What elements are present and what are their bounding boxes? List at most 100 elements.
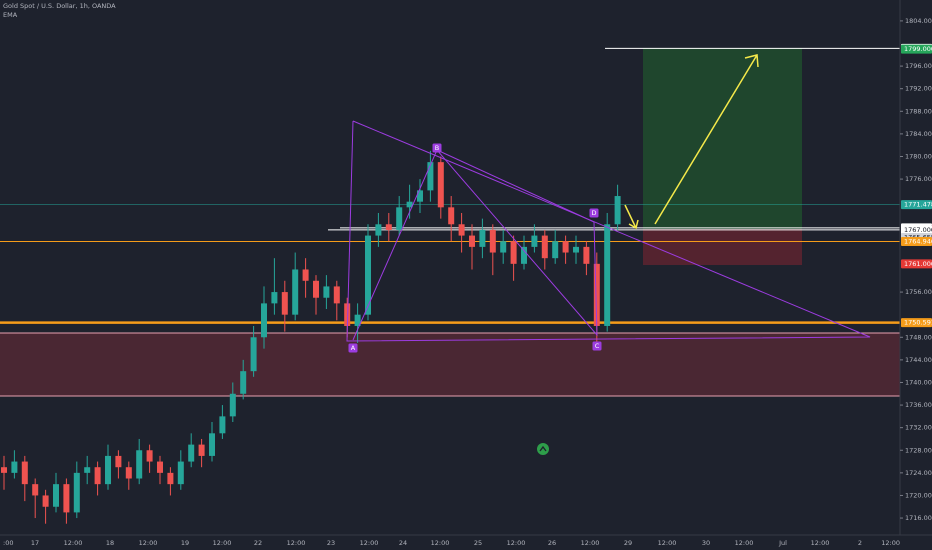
candle-body <box>240 371 247 394</box>
x-tick-label: 12:00 <box>287 539 306 547</box>
x-tick-label: 2 <box>858 539 862 547</box>
x-tick-label: 12:00 <box>64 539 83 547</box>
y-tick-label: 1756.000 <box>905 288 932 296</box>
price-tag <box>901 225 932 235</box>
candle-body <box>552 241 559 259</box>
candle-body <box>469 235 475 247</box>
y-tick-label: 1792.000 <box>905 85 932 93</box>
y-tick-label: 1740.000 <box>905 378 932 386</box>
x-tick-label: :00 <box>3 539 13 547</box>
arrow-head <box>744 54 759 68</box>
arrow-head <box>628 219 639 230</box>
candle-body <box>489 229 496 253</box>
price-tag-label: 1764.946 <box>904 238 932 246</box>
candle-body <box>136 450 143 479</box>
arrow <box>624 204 637 229</box>
y-tick-label: 1780.000 <box>905 152 932 160</box>
x-tick-label: 12:00 <box>360 539 379 547</box>
price-tag <box>901 200 932 210</box>
y-tick-label: 1728.000 <box>905 446 932 454</box>
candle-body <box>406 201 413 208</box>
candle-body <box>250 337 257 372</box>
loss-zone <box>643 229 802 265</box>
candle-body <box>271 292 278 304</box>
indicator-name[interactable]: EMA <box>3 11 18 19</box>
pattern-point-label: C <box>595 342 600 350</box>
signal-icon[interactable] <box>537 443 549 455</box>
pattern-point-label: D <box>591 209 596 217</box>
candle-body <box>458 224 465 236</box>
price-tag <box>901 259 932 269</box>
pattern-point-badge <box>432 143 442 153</box>
y-tick-label: 1724.000 <box>905 469 932 477</box>
x-tick-label: 12:00 <box>735 539 754 547</box>
candle-body <box>417 190 423 202</box>
pattern-point-badge <box>348 343 358 353</box>
x-tick-label: 19 <box>181 539 189 547</box>
price-tag <box>901 44 932 54</box>
profit-zone <box>643 48 802 229</box>
arrow <box>654 54 758 225</box>
candle-body <box>157 461 163 473</box>
candles <box>1 150 621 524</box>
candle-body <box>177 461 184 485</box>
price-tag <box>901 318 932 328</box>
candle-body <box>427 162 434 191</box>
candle-body <box>53 484 59 507</box>
pattern-point-badge <box>592 341 602 351</box>
candle-body <box>583 246 590 264</box>
y-tick-label: 1796.000 <box>905 62 932 70</box>
candle-body <box>531 235 538 247</box>
x-tick-label: 22 <box>254 539 262 547</box>
candle-body <box>292 269 299 315</box>
candle-body <box>541 235 548 259</box>
drawings: A B C D <box>346 54 871 455</box>
pattern-point-badge <box>589 208 599 218</box>
y-tick-label: 1744.000 <box>905 356 932 364</box>
candle-body <box>521 246 527 264</box>
candle-body <box>63 484 70 513</box>
x-tick-label: 12:00 <box>507 539 526 547</box>
y-tick-label: 1748.000 <box>905 333 932 341</box>
candle-body <box>437 162 444 208</box>
candle-body <box>115 455 122 468</box>
candle-body <box>146 450 153 462</box>
candle-body <box>448 207 455 225</box>
candle-body <box>11 461 18 473</box>
candle-body <box>562 241 569 253</box>
x-tick-label: 23 <box>327 539 335 547</box>
candle-body <box>84 467 91 473</box>
pattern-leg <box>436 149 595 223</box>
price-tag <box>901 237 932 247</box>
y-tick-label: 1732.000 <box>905 424 932 432</box>
candle-body <box>209 433 215 456</box>
candle-body <box>198 444 205 456</box>
y-tick-label: 1720.000 <box>905 491 932 499</box>
y-tick-label: 1736.000 <box>905 401 932 409</box>
candle-body <box>479 229 486 247</box>
price-tag-label: 1799.000 <box>904 45 932 53</box>
candle-body <box>323 286 330 298</box>
pattern-point-label: A <box>351 344 356 352</box>
candle-body <box>354 314 361 326</box>
axes: 1804.000 1796.000 1792.000 1788.000 1784.000… <box>3 17 932 547</box>
candle-body <box>229 393 236 417</box>
candle-body <box>344 303 351 326</box>
candle-body <box>500 241 507 253</box>
x-tick-label: 12:00 <box>581 539 600 547</box>
zones <box>0 48 900 397</box>
x-tick-label: 30 <box>702 539 710 547</box>
candle-body <box>1 467 7 473</box>
candle-body <box>219 416 226 434</box>
x-tick-label: 12:00 <box>139 539 158 547</box>
candle-body <box>365 235 371 315</box>
x-tick-label: 12:00 <box>213 539 232 547</box>
candle-body <box>302 269 309 281</box>
signal-icon-glyph <box>539 445 547 452</box>
candle-body <box>593 263 600 326</box>
supply-zone <box>0 333 900 396</box>
x-tick-label: 12:00 <box>431 539 450 547</box>
candle-body <box>573 246 579 253</box>
